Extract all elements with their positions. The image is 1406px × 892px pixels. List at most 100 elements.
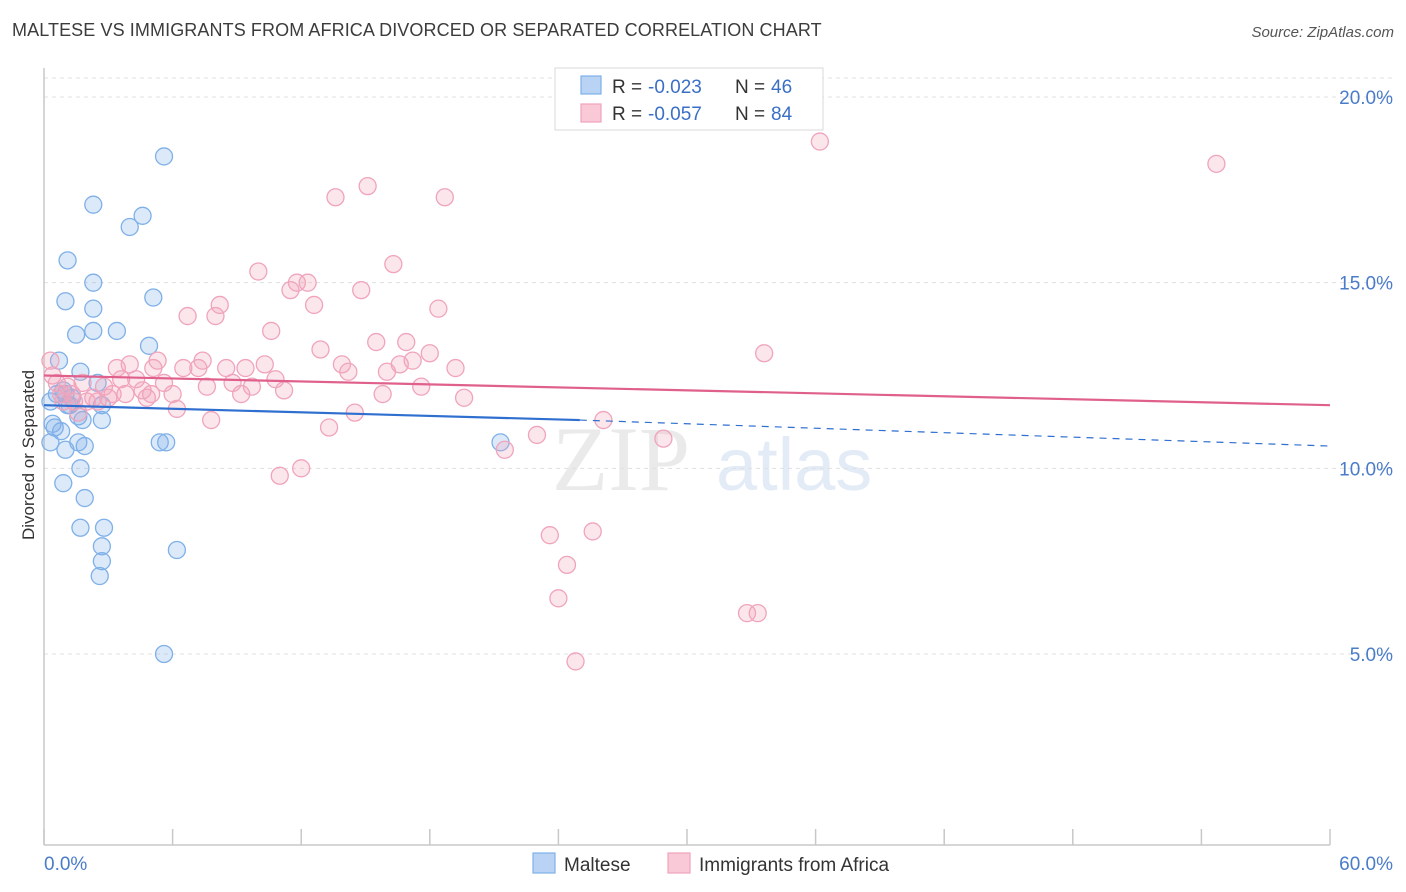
africa-point — [420, 344, 439, 363]
maltese-point — [90, 566, 109, 586]
bottom-legend-swatch-africa — [667, 852, 691, 874]
africa-point — [557, 555, 577, 575]
bottom-legend-swatch-maltese — [532, 852, 556, 874]
africa-point — [112, 370, 131, 389]
africa-point — [274, 381, 294, 400]
maltese-point — [58, 251, 77, 270]
series-maltese-points — [41, 147, 510, 664]
africa-point — [429, 299, 448, 318]
africa-trend-line — [43, 374, 1331, 407]
maltese-point — [120, 217, 139, 237]
africa-point — [810, 132, 830, 151]
maltese-point — [67, 325, 86, 344]
africa-point — [527, 425, 547, 445]
africa-point — [594, 410, 613, 430]
africa-point — [73, 373, 92, 393]
africa-point — [311, 340, 330, 359]
y-tick-label: 5.0% — [1350, 645, 1393, 666]
africa-point — [62, 384, 82, 404]
africa-point — [339, 362, 358, 381]
series-legend: Maltese Immigrants from Africa — [532, 852, 889, 876]
africa-point — [232, 384, 251, 404]
y-tick-label: 20.0% — [1339, 88, 1393, 109]
africa-point — [255, 355, 274, 374]
stats-legend: R = -0.023 N = 46 R = -0.057 N = 84 — [554, 67, 824, 131]
bottom-legend-label-maltese: Maltese — [564, 855, 631, 876]
legend-n-value-1: 46 — [771, 77, 792, 98]
trend-lines — [43, 374, 1331, 447]
legend-n-label-2: N = — [735, 104, 765, 125]
legend-swatch-africa — [580, 103, 602, 123]
africa-point — [412, 377, 431, 396]
africa-point — [326, 188, 345, 207]
africa-point — [397, 332, 416, 352]
maltese-point — [71, 459, 90, 478]
africa-point — [755, 344, 774, 363]
africa-point — [197, 377, 217, 396]
maltese-point — [154, 644, 174, 664]
africa-point — [41, 351, 60, 370]
maltese-point — [51, 422, 71, 441]
maltese-point — [54, 474, 73, 493]
africa-point — [281, 280, 300, 300]
africa-point — [127, 370, 146, 389]
source-credit: Source: ZipAtlas.com — [1251, 24, 1394, 41]
africa-point — [262, 321, 281, 341]
series-africa-points — [41, 132, 1226, 671]
maltese-point — [154, 147, 174, 166]
legend-r-value-2: -0.057 — [648, 104, 702, 125]
x-tick-label-max: 60.0% — [1339, 854, 1393, 875]
africa-point — [116, 384, 135, 404]
africa-point — [549, 589, 568, 608]
africa-point — [142, 384, 161, 404]
maltese-point — [92, 537, 112, 556]
africa-point — [358, 176, 377, 196]
africa-point — [206, 306, 225, 326]
africa-point — [249, 262, 268, 281]
africa-point — [202, 410, 221, 430]
africa-point — [270, 466, 289, 485]
africa-point — [178, 306, 197, 326]
africa-point — [287, 273, 307, 292]
maltese-point — [56, 292, 75, 311]
maltese-point — [133, 206, 152, 225]
africa-point — [384, 254, 403, 274]
africa-point — [403, 351, 422, 370]
africa-point — [332, 355, 352, 374]
legend-swatch-maltese — [580, 75, 602, 95]
maltese-point — [71, 518, 90, 537]
africa-point — [193, 351, 212, 370]
legend-r-label-1: R = — [612, 77, 642, 98]
africa-point — [174, 358, 193, 378]
africa-point — [1207, 154, 1226, 173]
africa-point — [210, 295, 229, 315]
legend-r-label-2: R = — [612, 104, 642, 125]
africa-point — [446, 358, 465, 378]
africa-point — [435, 188, 454, 207]
maltese-point — [94, 518, 114, 537]
y-tick-labels: 5.0% 10.0% 15.0% 20.0% — [1339, 88, 1393, 666]
maltese-trend-line — [43, 404, 580, 422]
africa-point — [373, 384, 392, 404]
maltese-point — [75, 488, 94, 508]
watermark-atlas: atlas — [716, 423, 872, 506]
africa-point — [292, 459, 311, 478]
africa-point — [540, 526, 559, 545]
legend-n-label-1: N = — [735, 77, 765, 98]
africa-point — [566, 652, 585, 671]
legend-n-value-2: 84 — [771, 104, 793, 125]
maltese-point — [84, 195, 103, 214]
africa-point — [654, 429, 673, 448]
x-tick-marks — [43, 829, 1331, 845]
maltese-trend-extension — [579, 419, 1331, 447]
africa-point — [148, 351, 167, 370]
africa-point — [748, 604, 767, 623]
africa-point — [304, 295, 324, 315]
legend-r-value-1: -0.023 — [648, 77, 702, 98]
maltese-point — [84, 273, 103, 292]
maltese-point — [144, 288, 163, 307]
africa-point — [298, 273, 317, 292]
maltese-point — [92, 410, 112, 430]
africa-point — [236, 358, 255, 378]
